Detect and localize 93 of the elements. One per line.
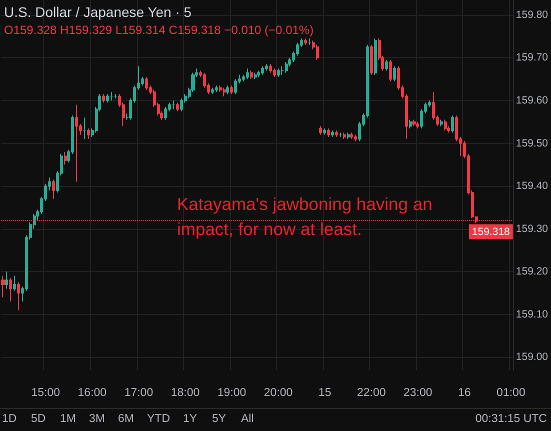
- candlestick: [354, 134, 357, 142]
- y-tick-label: 159.40: [516, 180, 548, 192]
- candlestick: [412, 119, 416, 127]
- text: 6M: [118, 413, 134, 425]
- x-tick-label: 19:00: [217, 387, 246, 399]
- candlestick: [211, 87, 214, 95]
- candlestick: [5, 271, 8, 290]
- candlestick: [281, 66, 284, 76]
- y-tick-label: 159.60: [516, 94, 548, 107]
- candlestick: [343, 132, 346, 140]
- candlestick: [273, 68, 276, 78]
- candlestick: [269, 64, 272, 74]
- candlestick: [52, 179, 55, 200]
- text: 1Y: [183, 413, 198, 425]
- x-tick-label: 16:00: [78, 387, 107, 399]
- candlestick: [331, 130, 334, 138]
- candlestick: [1, 275, 5, 298]
- candlestick: [261, 66, 264, 76]
- candlestick: [416, 121, 419, 129]
- candlestick: [230, 85, 233, 95]
- candlestick: [75, 104, 78, 182]
- candlestick: [254, 72, 257, 80]
- candlestick: [17, 282, 20, 311]
- candlestick: [440, 119, 443, 127]
- y-tick-label: 159.70: [516, 52, 548, 64]
- y-tick-label: 159.50: [516, 137, 548, 150]
- candlestick: [393, 66, 396, 82]
- annotation: Katayama's jawboning having an impact, for now at least.: [177, 193, 434, 241]
- candlestick: [9, 278, 12, 302]
- text: All: [241, 413, 254, 425]
- candlestick: [257, 70, 260, 78]
- candlestick: [308, 38, 311, 46]
- y-tick-label: 159.00: [516, 351, 548, 364]
- x-tick-label: 16: [458, 387, 471, 399]
- ref-line-label: 159.318: [472, 226, 510, 238]
- candlestick: [180, 98, 183, 112]
- candlestick: [234, 78, 237, 95]
- candlestick: [409, 119, 412, 129]
- candlestick: [350, 132, 353, 140]
- candlestick: [319, 126, 322, 136]
- candlestick: [145, 76, 148, 90]
- candlestick: [246, 68, 249, 80]
- candlestick: [327, 128, 330, 138]
- x-tick-label: 22:00: [356, 387, 386, 399]
- candlestick: [385, 59, 388, 72]
- text: O159.328 H159.329 L159.314 C159.318 −0.010 (−0.01%): [4, 23, 314, 37]
- candlestick: [335, 130, 338, 138]
- candlestick: [304, 38, 307, 46]
- y-tick-label: 159.10: [516, 308, 548, 320]
- candlestick: [370, 44, 373, 76]
- candlestick: [219, 85, 222, 92]
- candlestick: [277, 68, 280, 78]
- candlestick: [106, 94, 109, 104]
- x-tick-label: 20:00: [264, 387, 293, 399]
- candlestick: [110, 91, 113, 102]
- text: 1D: [2, 413, 17, 425]
- candlestick: [64, 151, 67, 166]
- candlestick: [223, 87, 226, 97]
- text: 3M: [89, 413, 105, 425]
- y-tick-label: 159.80: [516, 8, 548, 21]
- x-tick-label: 23:00: [403, 387, 432, 399]
- candlestick: [347, 132, 350, 140]
- candlestick: [444, 119, 447, 131]
- candlestick: [389, 59, 392, 82]
- x-tick-label: 15:00: [31, 387, 60, 399]
- text: YTD: [147, 413, 170, 425]
- text: 00:31:15 UTC: [475, 413, 547, 425]
- candlestick: [285, 62, 288, 74]
- x-tick-label: 17:00: [124, 387, 154, 399]
- text: 5Y: [212, 413, 226, 425]
- text: 5D: [31, 413, 46, 425]
- chart-title: U.S. Dollar / Japanese Yen · 5: [4, 4, 192, 20]
- candlestick: [13, 275, 16, 292]
- y-tick-label: 159.30: [516, 222, 548, 235]
- x-tick-label: 15: [318, 387, 332, 399]
- candlestick: [164, 106, 167, 120]
- candlestick: [102, 94, 105, 104]
- candlestick: [87, 128, 90, 140]
- candlestick: [323, 128, 326, 136]
- candlestick: [215, 85, 218, 92]
- candlestick: [265, 64, 268, 72]
- candlestick: [83, 117, 86, 140]
- candlestick: [316, 44, 319, 60]
- x-tick-label: 18:00: [170, 387, 200, 399]
- candlestick: [176, 102, 179, 112]
- candlestick: [250, 70, 253, 80]
- text: 1M: [60, 413, 76, 425]
- y-tick-label: 159.20: [516, 266, 548, 278]
- candlestick: [374, 38, 377, 76]
- candlestick: [226, 85, 229, 95]
- x-tick-label: 01:00: [496, 387, 526, 399]
- candlestick: [451, 114, 454, 134]
- candlestick: [172, 100, 175, 110]
